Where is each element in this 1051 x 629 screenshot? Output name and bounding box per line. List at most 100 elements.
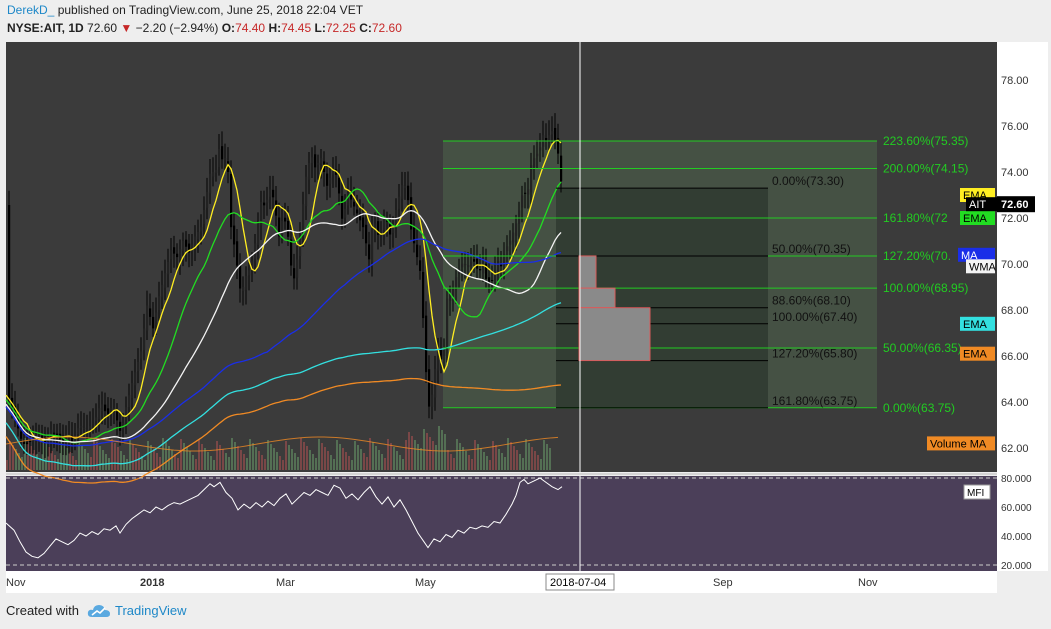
volume-bar: [114, 443, 116, 470]
volume-bar: [411, 436, 413, 470]
volume-bar: [345, 452, 347, 470]
candle-body: [437, 349, 440, 371]
volume-bar: [327, 451, 329, 470]
candle-body: [389, 224, 392, 235]
fib-extension-label: 223.60%(75.35): [883, 134, 968, 148]
candle-body: [314, 154, 317, 168]
volume-bar: [33, 450, 35, 470]
fib-retracement-label: 161.80%(63.75): [772, 394, 857, 408]
volume-bar: [387, 439, 389, 470]
candle-body: [128, 395, 131, 407]
candle-body: [329, 177, 332, 184]
volume-bar: [195, 459, 197, 470]
volume-bar: [525, 439, 527, 470]
candle-body: [95, 417, 98, 422]
candle-body: [422, 271, 425, 319]
mfi-tag-label: MFI: [967, 488, 984, 499]
candle-body: [86, 429, 89, 431]
fib-extension-label: 161.80%(72: [883, 211, 948, 225]
volume-bar: [237, 446, 239, 470]
candle-body: [350, 191, 353, 200]
volume-bar: [261, 455, 263, 470]
candle-body: [530, 165, 533, 193]
ema-orange-line: [5, 377, 562, 484]
candle-body: [152, 316, 155, 329]
candle-body: [470, 261, 473, 266]
created-with-text: Created with: [6, 603, 79, 618]
mfi-pane: [6, 476, 997, 571]
volume-bar: [447, 450, 449, 470]
volume-bar: [156, 453, 158, 470]
volume-bar: [120, 451, 122, 470]
candle-body: [284, 217, 287, 222]
volume-bar: [444, 434, 446, 470]
volume-bar: [210, 456, 212, 470]
candle-body: [512, 232, 515, 243]
low-value: 72.25: [325, 21, 356, 35]
candle-body: [212, 172, 215, 177]
author-link[interactable]: DerekD_: [7, 3, 55, 17]
candle-body: [8, 205, 11, 401]
volume-bar: [432, 441, 434, 470]
volume-bar: [531, 447, 533, 470]
projection-box: [578, 307, 651, 362]
volume-bar: [483, 452, 485, 470]
volume-bar: [504, 457, 506, 470]
candle-body: [209, 173, 212, 194]
volume-bar: [465, 451, 467, 470]
candle-body: [236, 241, 239, 266]
x-tick-label: May: [415, 577, 436, 589]
x-tick-label: Mar: [276, 577, 295, 589]
overlay-tag-label: MA: [961, 250, 978, 262]
volume-bar: [450, 454, 452, 470]
volume-bar: [225, 453, 227, 470]
overlay-tag-label: WMA: [969, 261, 997, 273]
volume-bar: [249, 439, 251, 470]
candle-body: [500, 263, 503, 267]
volume-bar: [285, 441, 287, 470]
fib-extension-label: 127.20%(70.: [883, 249, 951, 263]
volume-bar: [45, 443, 47, 470]
volume-bar: [369, 438, 371, 470]
tradingview-link[interactable]: TradingView: [114, 603, 187, 618]
volume-bar: [111, 439, 113, 470]
mfi-line: [5, 477, 563, 559]
volume-bar: [186, 447, 188, 470]
candle-body: [503, 254, 506, 266]
volume-bar: [255, 447, 257, 470]
candle-body: [383, 217, 386, 231]
volume-bar: [300, 438, 302, 470]
candle-body: [449, 293, 452, 301]
candle-body: [392, 227, 395, 234]
volume-bar: [147, 441, 149, 470]
candle-body: [89, 426, 92, 429]
volume-bar: [414, 440, 416, 470]
candle-body: [185, 239, 188, 247]
volume-bar: [228, 457, 230, 470]
candle-body: [200, 227, 203, 232]
candle-body: [428, 369, 431, 407]
volume-bar: [72, 456, 74, 470]
candle-body: [446, 298, 449, 348]
candle-body: [482, 261, 485, 274]
volume-bar: [315, 458, 317, 470]
fib-retracement-label: 50.00%(70.35): [772, 242, 851, 256]
candle-body: [401, 185, 404, 199]
volume-bar: [321, 443, 323, 470]
candle-body: [176, 253, 179, 258]
volume-bar: [258, 451, 260, 470]
volume-bar: [360, 449, 362, 470]
candle-body: [203, 209, 206, 225]
volume-bar: [48, 447, 50, 470]
candle-body: [452, 289, 455, 297]
candle-body: [479, 269, 482, 271]
candle-body: [539, 147, 542, 151]
candle-body: [311, 157, 314, 164]
volume-bar: [291, 449, 293, 470]
overlay-tag: [960, 346, 995, 361]
mfi-tag: [963, 484, 991, 500]
volume-bar: [270, 444, 272, 470]
candle-body: [515, 223, 518, 236]
volume-bar: [63, 444, 65, 470]
